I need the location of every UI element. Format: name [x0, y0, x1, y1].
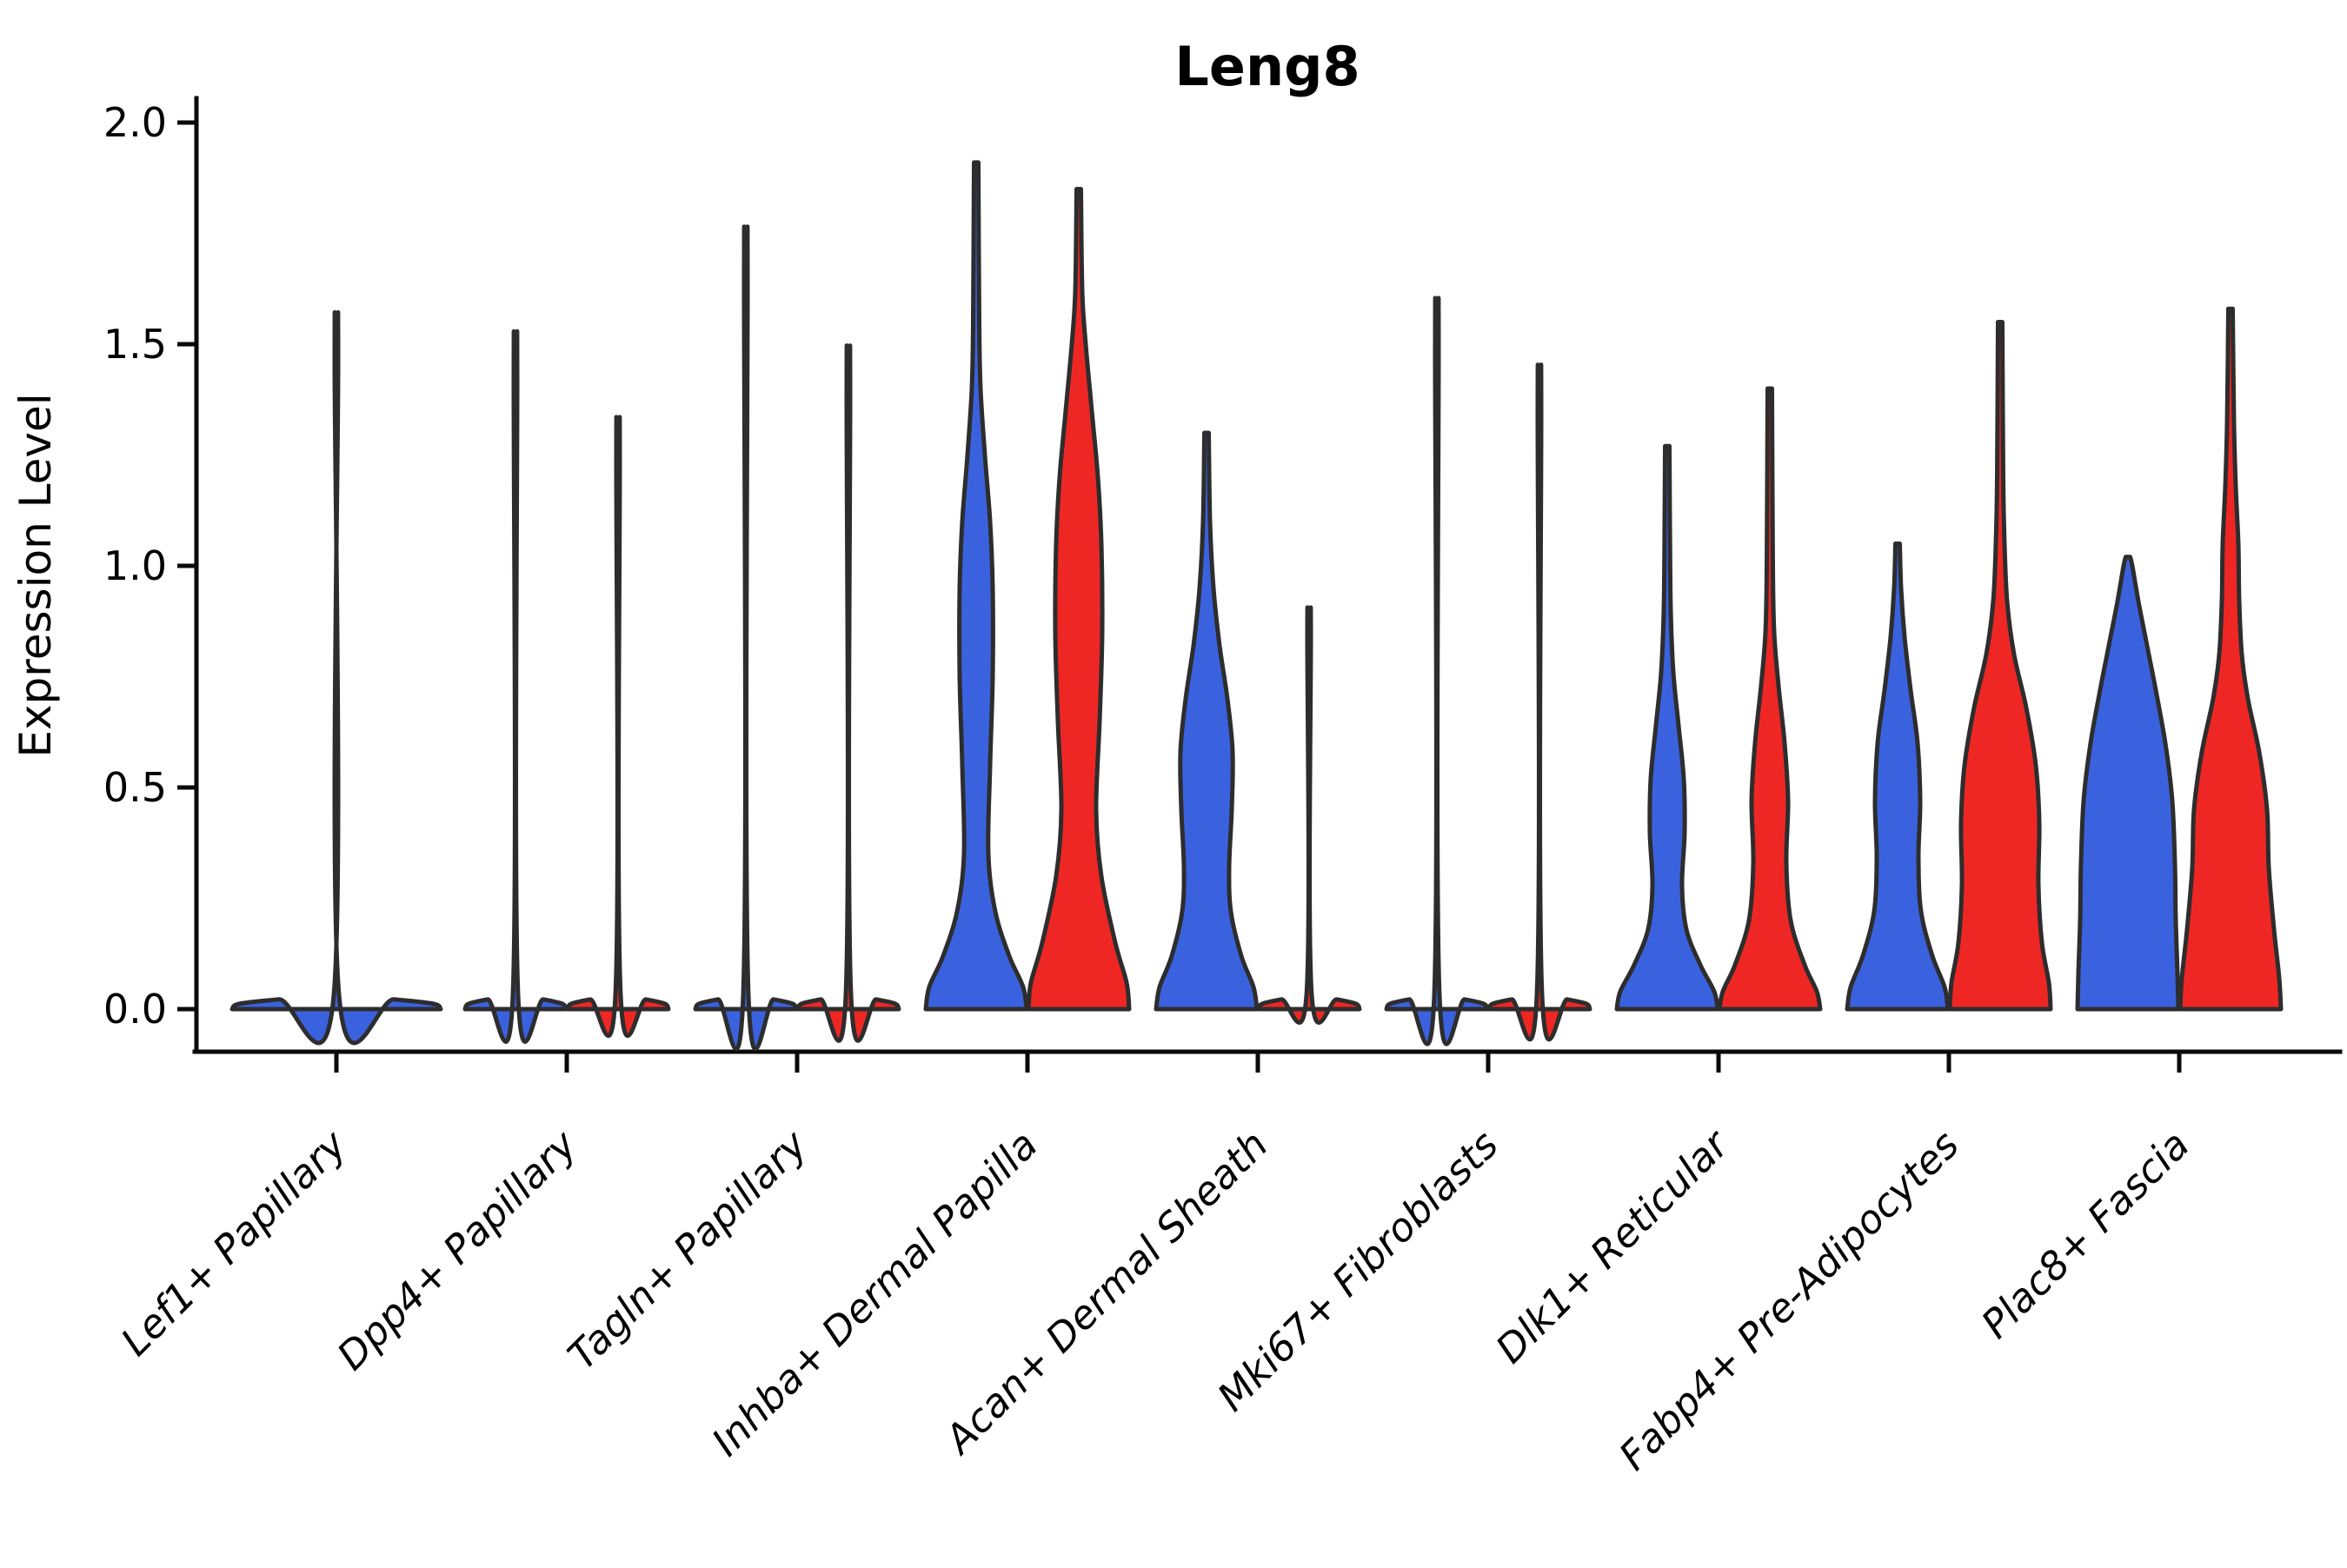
violin-mki67-fibroblasts-right: [1486, 362, 1592, 1042]
violin-dlk1-reticular-left: [1614, 443, 1720, 1012]
y-tick-label: 0.0: [103, 986, 167, 1033]
violin-dpp4-papillary-right: [565, 415, 671, 1039]
violin-dpp4-papillary-left: [462, 329, 568, 1044]
x-tick-label: Dpp4+ Papillary: [329, 1120, 587, 1379]
y-tick-label: 2.0: [103, 99, 167, 146]
x-tick-label: Plac8+ Fascia: [1972, 1121, 2198, 1347]
violin-tagln-papillary-right: [795, 343, 901, 1043]
y-tick-label: 1.0: [103, 542, 167, 589]
x-tick-label: Tagln+ Papillary: [559, 1120, 817, 1379]
x-tick-label: Dlk1+ Reticular: [1486, 1120, 1739, 1372]
violin-dlk1-reticular-right: [1717, 386, 1823, 1012]
violin-bodies: [229, 160, 2284, 1052]
y-axis-ticks: 2.0 1.5 1.0 0.5 0.0: [103, 99, 196, 1033]
violin-plac8-fascia-right: [2177, 306, 2284, 1012]
violin-fabp4-pre-adipocytes-left: [1845, 541, 1951, 1012]
plot-title: Leng8: [1174, 35, 1360, 98]
violin-mki67-fibroblasts-left: [1384, 296, 1490, 1046]
violin-tagln-papillary-left: [693, 224, 799, 1052]
violin-lef1-papillary-center: [229, 310, 443, 1046]
y-tick-label: 1.5: [103, 321, 167, 368]
violin-fabp4-pre-adipocytes-right: [1947, 320, 2053, 1012]
x-tick-label: Lef1+ Papillary: [112, 1120, 356, 1365]
violin-inhba-dermal-papilla-left: [923, 160, 1029, 1012]
violin-plac8-fascia-left: [2075, 555, 2181, 1012]
y-axis-label: Expression Level: [10, 393, 61, 757]
violin-inhba-dermal-papilla-right: [1026, 187, 1132, 1012]
violin-acan-dermal-sheath-right: [1256, 605, 1362, 1025]
violin-acan-dermal-sheath-left: [1154, 430, 1260, 1012]
y-tick-label: 0.5: [103, 764, 167, 811]
x-axis-ticks: Lef1+ Papillary Dpp4+ Papillary Tagln+ P…: [112, 1052, 2198, 1479]
